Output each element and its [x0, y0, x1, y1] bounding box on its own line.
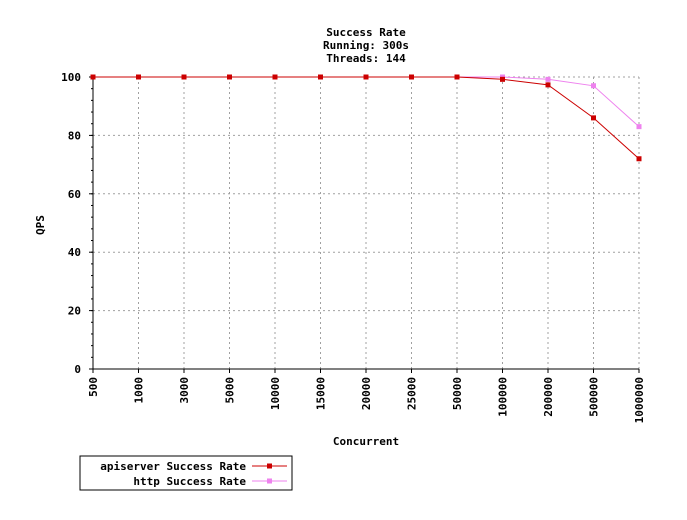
data-point — [545, 76, 551, 82]
x-tick-label: 1000000 — [633, 377, 646, 423]
data-point — [591, 115, 596, 121]
legend-label: apiserver Success Rate — [100, 460, 246, 473]
legend: apiserver Success Rate http Success Rate — [79, 455, 293, 491]
y-tick-label: 60 — [68, 188, 81, 201]
data-point — [636, 156, 642, 162]
x-tick-label: 25000 — [406, 377, 419, 410]
chart-title: Success Rate Running: 300s Threads: 144 — [323, 26, 409, 65]
data-point — [545, 82, 551, 88]
data-point — [318, 74, 323, 80]
legend-swatch-marker — [267, 478, 272, 484]
x-tick-label: 500 — [87, 377, 100, 397]
x-tick-label: 20000 — [360, 377, 373, 410]
x-tick-label: 15000 — [315, 377, 328, 410]
data-point — [227, 74, 232, 80]
data-point — [409, 74, 414, 80]
chart-subtitle-threads: Threads: 144 — [326, 52, 406, 65]
x-tick-label: 10000 — [269, 377, 282, 410]
series-line — [93, 76, 640, 127]
data-series — [90, 74, 642, 162]
data-point — [500, 76, 505, 82]
chart-title-line: Success Rate — [326, 26, 406, 39]
legend-label: http Success Rate — [133, 475, 246, 488]
grid-lines — [93, 76, 640, 369]
y-tick-label: 40 — [68, 246, 81, 259]
y-axis-label: QPS — [34, 215, 47, 235]
chart-subtitle-running: Running: 300s — [323, 39, 409, 52]
legend-swatch-marker — [267, 463, 272, 469]
data-point — [363, 74, 369, 80]
legend-box — [79, 455, 293, 491]
y-tick-label: 0 — [74, 363, 81, 376]
x-tick-label: 1000 — [133, 377, 146, 404]
legend-items: apiserver Success Rate http Success Rate — [100, 460, 287, 488]
data-point — [454, 74, 460, 80]
x-tick-label: 5000 — [224, 377, 237, 404]
x-axis-ticks: 500 1000 3000 5000 10000 15000 20000 25000 50000… — [87, 369, 646, 423]
x-tick-label: 500000 — [588, 377, 601, 417]
x-tick-label: 200000 — [542, 377, 555, 417]
y-axis-ticks: 0 20 40 60 80 100 — [61, 71, 93, 376]
data-point — [181, 74, 187, 80]
x-tick-label: 100000 — [497, 377, 510, 417]
y-tick-label: 100 — [61, 71, 81, 84]
data-point — [636, 124, 642, 130]
data-point — [136, 74, 141, 80]
y-tick-label: 20 — [68, 305, 81, 318]
x-tick-label: 50000 — [451, 377, 464, 410]
data-point — [90, 74, 96, 80]
data-point — [591, 83, 596, 89]
x-axis-label: Concurrent — [333, 435, 399, 448]
x-tick-label: 3000 — [178, 377, 191, 404]
y-tick-label: 80 — [68, 129, 81, 142]
data-point — [272, 74, 278, 80]
